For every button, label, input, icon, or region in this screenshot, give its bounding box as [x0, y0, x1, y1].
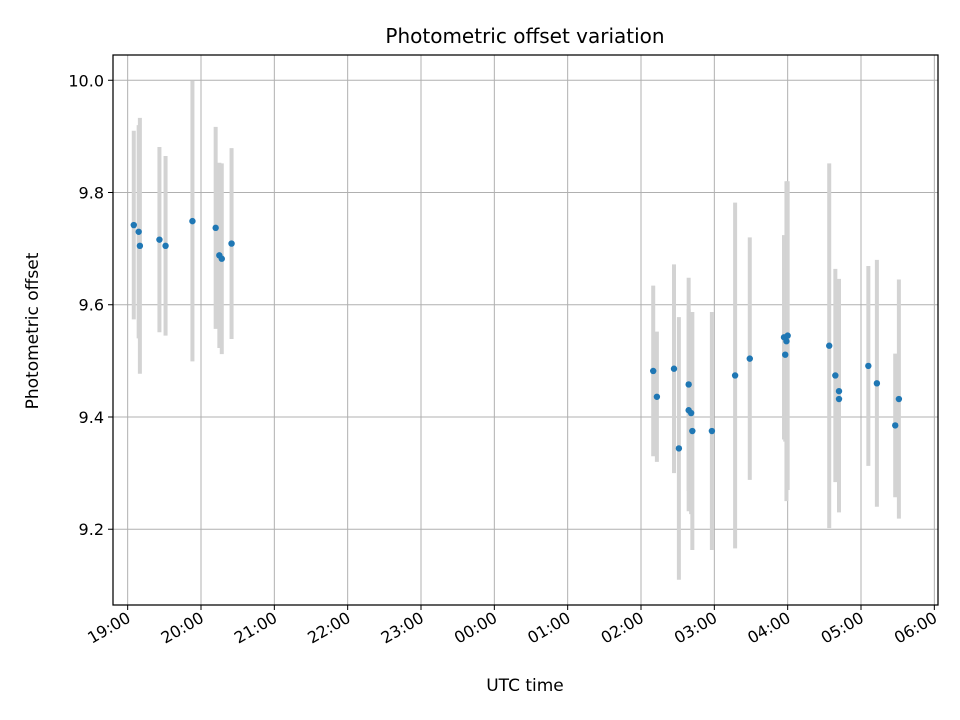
data-point: [675, 445, 683, 452]
data-point: [784, 332, 791, 339]
data-point: [895, 395, 903, 403]
data-point: [228, 240, 235, 247]
chart-title: Photometric offset variation: [385, 24, 664, 48]
data-point: [746, 355, 753, 362]
data-point: [865, 362, 872, 370]
data-point: [835, 387, 843, 395]
data-point: [212, 224, 219, 232]
grid-lines: [113, 55, 938, 605]
y-tick-label: 9.2: [79, 520, 104, 539]
data-point: [135, 228, 142, 235]
y-tick-label: 9.4: [79, 408, 104, 427]
y-axis-title: Photometric offset: [23, 252, 43, 409]
data-point: [650, 367, 657, 375]
data-point: [835, 395, 843, 403]
plot-frame: [112, 54, 939, 606]
data-point: [731, 372, 739, 379]
data-point: [685, 381, 692, 388]
data-point: [708, 427, 716, 435]
data-point: [782, 351, 789, 358]
data-point: [189, 217, 196, 225]
data-point: [689, 427, 696, 435]
data-point: [892, 422, 899, 429]
data-point: [653, 393, 661, 400]
data-point: [156, 236, 163, 243]
data-point: [687, 409, 695, 417]
data-point: [783, 338, 790, 345]
x-axis-title: UTC time: [486, 676, 564, 696]
y-tick-label: 9.8: [79, 184, 104, 203]
data-point: [136, 242, 144, 250]
data-point: [670, 365, 678, 372]
data-point: [162, 242, 169, 250]
y-tick-label: 10.0: [68, 71, 104, 90]
data-point: [832, 372, 839, 379]
data-point: [218, 255, 225, 262]
data-point: [873, 380, 881, 387]
data-point: [130, 221, 137, 229]
data-points: [130, 217, 903, 452]
y-tick-label: 9.6: [79, 296, 104, 315]
data-point: [826, 342, 833, 349]
